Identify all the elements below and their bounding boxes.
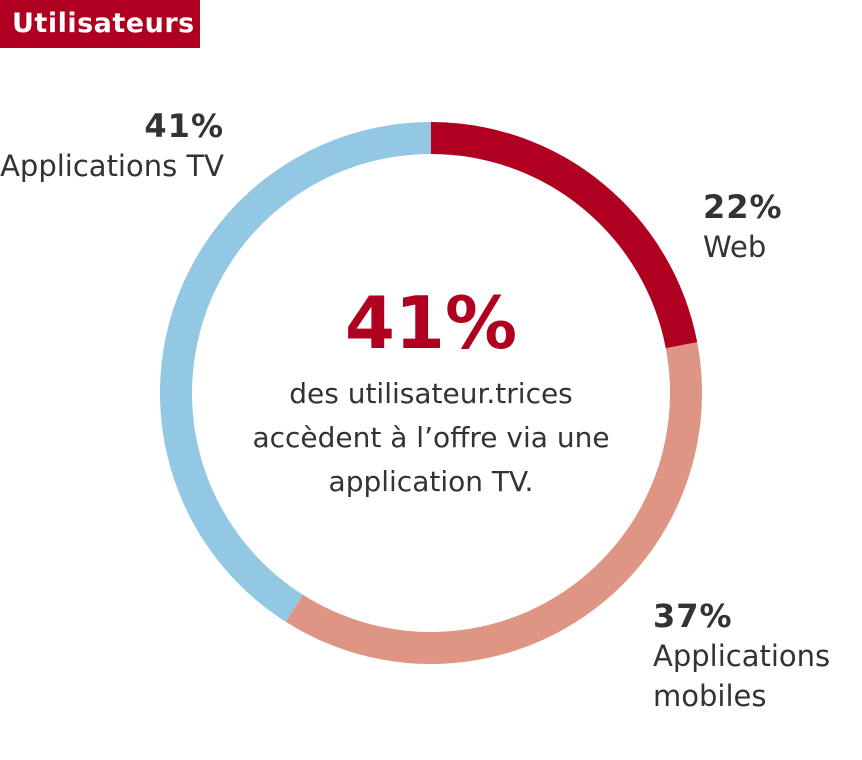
label-web: 22% Web xyxy=(703,187,783,267)
label-applications-mobiles-name: Applications mobiles xyxy=(653,639,831,713)
slice-applications-tv xyxy=(160,122,432,622)
label-applications-tv-value: 41% xyxy=(144,107,224,145)
slice-web xyxy=(430,122,698,349)
label-web-value: 22% xyxy=(703,188,783,226)
label-applications-tv: 41% Applications TV xyxy=(0,106,224,186)
slice-applications-mobiles xyxy=(285,342,702,664)
center-description: des utilisateur.trices accèdent à l’offr… xyxy=(252,377,610,498)
label-applications-tv-name: Applications TV xyxy=(0,149,224,183)
header-tag: Utilisateurs xyxy=(0,0,200,48)
label-applications-mobiles: 37% Applications mobiles xyxy=(653,596,853,716)
label-applications-mobiles-value: 37% xyxy=(653,597,733,635)
label-web-name: Web xyxy=(703,230,767,264)
center-value: 41% xyxy=(344,281,518,365)
